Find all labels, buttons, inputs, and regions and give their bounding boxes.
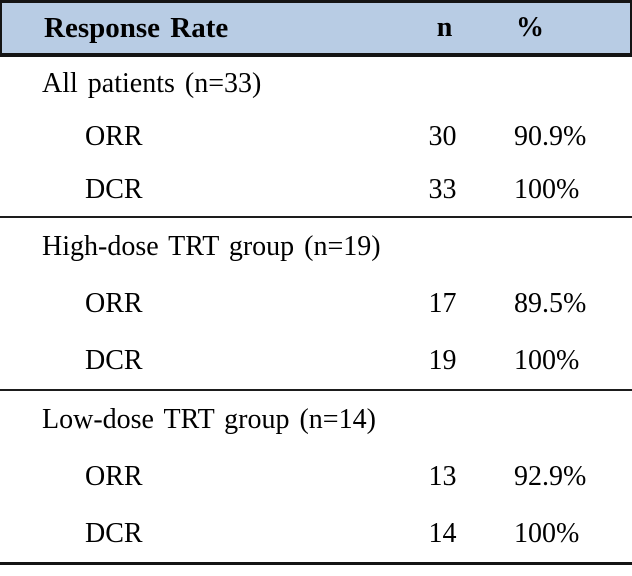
row-label: ORR: [85, 287, 143, 319]
group-title: Low-dose TRT group (n=14): [42, 403, 376, 435]
group-title-row: High-dose TRT group (n=19): [0, 218, 632, 275]
row-label: ORR: [85, 460, 143, 492]
header-n: n: [436, 12, 453, 43]
row-n-value: 30: [428, 120, 457, 152]
row-pct-value: 92.9%: [514, 460, 587, 492]
row-n-value: 19: [428, 344, 457, 376]
row-label: ORR: [85, 120, 143, 152]
row-label: DCR: [85, 344, 143, 376]
row-pct-value: 89.5%: [514, 287, 587, 319]
section-low-dose: Low-dose TRT group (n=14) ORR 13 92.9% D…: [0, 391, 632, 565]
row-label: DCR: [85, 173, 143, 205]
table-row: DCR 14 100%: [0, 505, 632, 562]
row-n-value: 33: [428, 173, 457, 205]
group-title-row: Low-dose TRT group (n=14): [0, 391, 632, 448]
row-pct-value: 100%: [514, 344, 580, 376]
row-n-value: 14: [428, 517, 457, 549]
row-pct-value: 100%: [514, 173, 580, 205]
table-row: ORR 13 92.9%: [0, 448, 632, 505]
table-header-row: Response Rate n %: [0, 0, 632, 57]
header-percent: %: [516, 12, 544, 43]
table-row: DCR 33 100%: [0, 163, 632, 216]
header-response-rate: Response Rate: [44, 11, 229, 44]
group-title-row: All patients (n=33): [0, 57, 632, 110]
section-all-patients: All patients (n=33) ORR 30 90.9% DCR 33 …: [0, 57, 632, 218]
table-row: ORR 17 89.5%: [0, 275, 632, 332]
group-title: All patients (n=33): [42, 67, 262, 99]
row-pct-value: 90.9%: [514, 120, 587, 152]
table-row: DCR 19 100%: [0, 332, 632, 389]
table-row: ORR 30 90.9%: [0, 110, 632, 163]
row-n-value: 13: [428, 460, 457, 492]
row-pct-value: 100%: [514, 517, 580, 549]
row-label: DCR: [85, 517, 143, 549]
group-title: High-dose TRT group (n=19): [42, 230, 381, 262]
row-n-value: 17: [428, 287, 457, 319]
section-high-dose: High-dose TRT group (n=19) ORR 17 89.5% …: [0, 218, 632, 391]
